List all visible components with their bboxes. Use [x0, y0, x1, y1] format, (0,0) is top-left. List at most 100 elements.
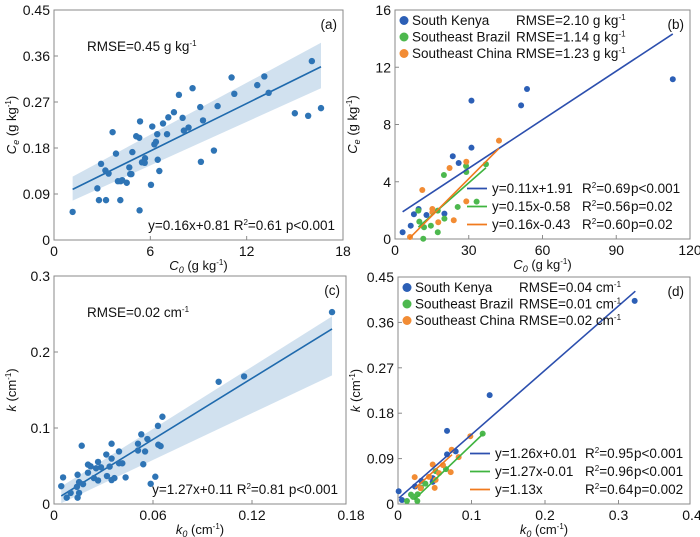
x-tick-label: 30 [461, 242, 477, 258]
legend-marker-south-kenya [399, 16, 409, 25]
legend-rmse-southeast-china: RMSE=0.02 cm-1 [519, 313, 622, 328]
data-point-samples [112, 150, 120, 157]
data-point-samples [154, 156, 161, 163]
data-point-south-kenya [395, 488, 402, 495]
data-point-samples [106, 463, 113, 470]
y-tick-label: 0.18 [367, 405, 394, 421]
data-point-samples [152, 138, 160, 146]
panel-c: 0 0.1 0.2 0.3 0 0.06 0.12 0.18 k0 (cm-1) k (cm-1)… [4, 268, 365, 537]
confidence-band [72, 42, 322, 201]
data-point-samples [136, 118, 144, 125]
confidence-band [61, 316, 333, 504]
data-point-south-kenya [669, 76, 676, 83]
x-tick-label: 0.12 [238, 507, 265, 523]
y-tick-label: 0.1 [31, 420, 51, 436]
data-point-samples [304, 112, 312, 120]
data-point-samples [108, 440, 115, 447]
y-tick-label: 0 [42, 232, 50, 248]
data-point-samples [231, 90, 238, 98]
data-point-samples [265, 89, 272, 97]
data-point-southeast-brazil [414, 497, 421, 504]
data-point-samples [134, 447, 142, 454]
data-point-samples [94, 477, 102, 484]
panel-label: (b) [668, 17, 685, 32]
data-point-samples [59, 474, 67, 481]
fit-legend-r2-south-kenya: R2=0.95 [585, 446, 633, 461]
x-tick-label: 0.18 [337, 507, 364, 523]
data-point-southeast-china [431, 484, 438, 491]
fit-legend-equation-south-kenya: y=1.26x+0.01 [495, 446, 577, 461]
data-point-samples [79, 480, 87, 488]
data-point-south-kenya [399, 229, 406, 236]
fit-equation-annotation: y=1.27x+0.11 R2=0.81 p<0.001 [152, 482, 338, 497]
data-point-samples [199, 117, 207, 124]
data-point-samples [159, 120, 167, 127]
data-point-samples [134, 440, 142, 447]
data-point-south-kenya [441, 210, 448, 217]
x-axis-label: k0 (cm-1) [520, 522, 568, 537]
data-point-samples [97, 160, 105, 168]
legend-marker-southeast-china [399, 49, 409, 58]
x-tick-label: 0.2 [535, 507, 555, 523]
data-point-samples [215, 378, 222, 385]
legend-rmse-south-kenya: RMSE=2.10 g kg-1 [516, 13, 626, 28]
y-tick-label: 0.3 [31, 268, 51, 284]
y-axis-label: Ce (g kg-1) [4, 96, 21, 154]
fit-legend-equation-south-kenya: y=0.11x+1.91 [492, 181, 573, 196]
data-point-samples [138, 431, 145, 438]
legend-rmse-southeast-brazil: RMSE=1.14 g kg-1 [516, 30, 626, 45]
data-point-samples [97, 464, 105, 471]
data-point-samples [328, 308, 336, 316]
y-tick-label: 0.09 [23, 186, 50, 202]
legend-rmse-southeast-brazil: RMSE=0.01 cm-1 [519, 297, 622, 312]
fit-legend-equation-southeast-china: y=1.13x [495, 482, 543, 497]
data-point-samples [228, 74, 235, 81]
data-point-southeast-china [463, 198, 470, 205]
x-tick-label: 90 [608, 242, 624, 258]
data-point-samples [149, 123, 156, 130]
data-point-southeast-china [447, 469, 454, 476]
data-point-samples [291, 110, 299, 117]
data-point-southeast-brazil [441, 215, 448, 222]
data-point-samples [147, 181, 155, 188]
y-tick-label: 0 [383, 231, 391, 247]
data-point-samples [170, 109, 178, 116]
data-point-southeast-china [426, 473, 433, 480]
data-point-samples [154, 422, 162, 430]
y-tick-label: 8 [383, 117, 391, 133]
data-point-samples [240, 373, 248, 380]
data-point-southeast-brazil [420, 235, 427, 242]
y-tick-label: 0.2 [31, 344, 51, 360]
data-point-samples [108, 455, 115, 462]
x-axis-label: C0 (g kg-1) [513, 257, 571, 274]
data-point-samples [58, 482, 65, 490]
data-point-southeast-brazil [454, 203, 461, 210]
data-point-samples [119, 460, 126, 467]
fit-legend-p-southeast-china: p=0.002 [634, 482, 683, 497]
y-tick-label: 0.45 [23, 2, 50, 18]
data-point-south-kenya [444, 451, 451, 458]
data-point-samples [128, 170, 135, 178]
data-point-southeast-china [411, 474, 418, 481]
data-point-samples [123, 179, 130, 186]
y-axis-label: k (cm-1) [4, 368, 19, 411]
y-tick-label: 0.36 [367, 314, 394, 330]
data-point-samples [254, 81, 261, 89]
data-point-south-kenya [444, 427, 451, 434]
data-point-samples [308, 57, 316, 65]
data-point-south-kenya [398, 496, 405, 503]
data-point-southeast-brazil [403, 497, 410, 504]
data-point-samples [147, 480, 154, 487]
fit-legend-equation-southeast-brazil: y=1.27x-0.01 [495, 464, 573, 479]
data-point-samples [154, 131, 161, 138]
y-tick-label: 0.27 [367, 360, 394, 376]
fit-line-southeast-china [414, 454, 453, 489]
data-point-samples [95, 196, 103, 204]
data-point-samples [94, 185, 101, 192]
data-point-samples [92, 465, 100, 472]
x-tick-label: 12 [239, 243, 255, 259]
data-point-south-kenya [407, 222, 414, 229]
y-tick-label: 0.27 [23, 94, 50, 110]
data-point-samples [103, 451, 110, 458]
data-point-samples [141, 448, 149, 455]
